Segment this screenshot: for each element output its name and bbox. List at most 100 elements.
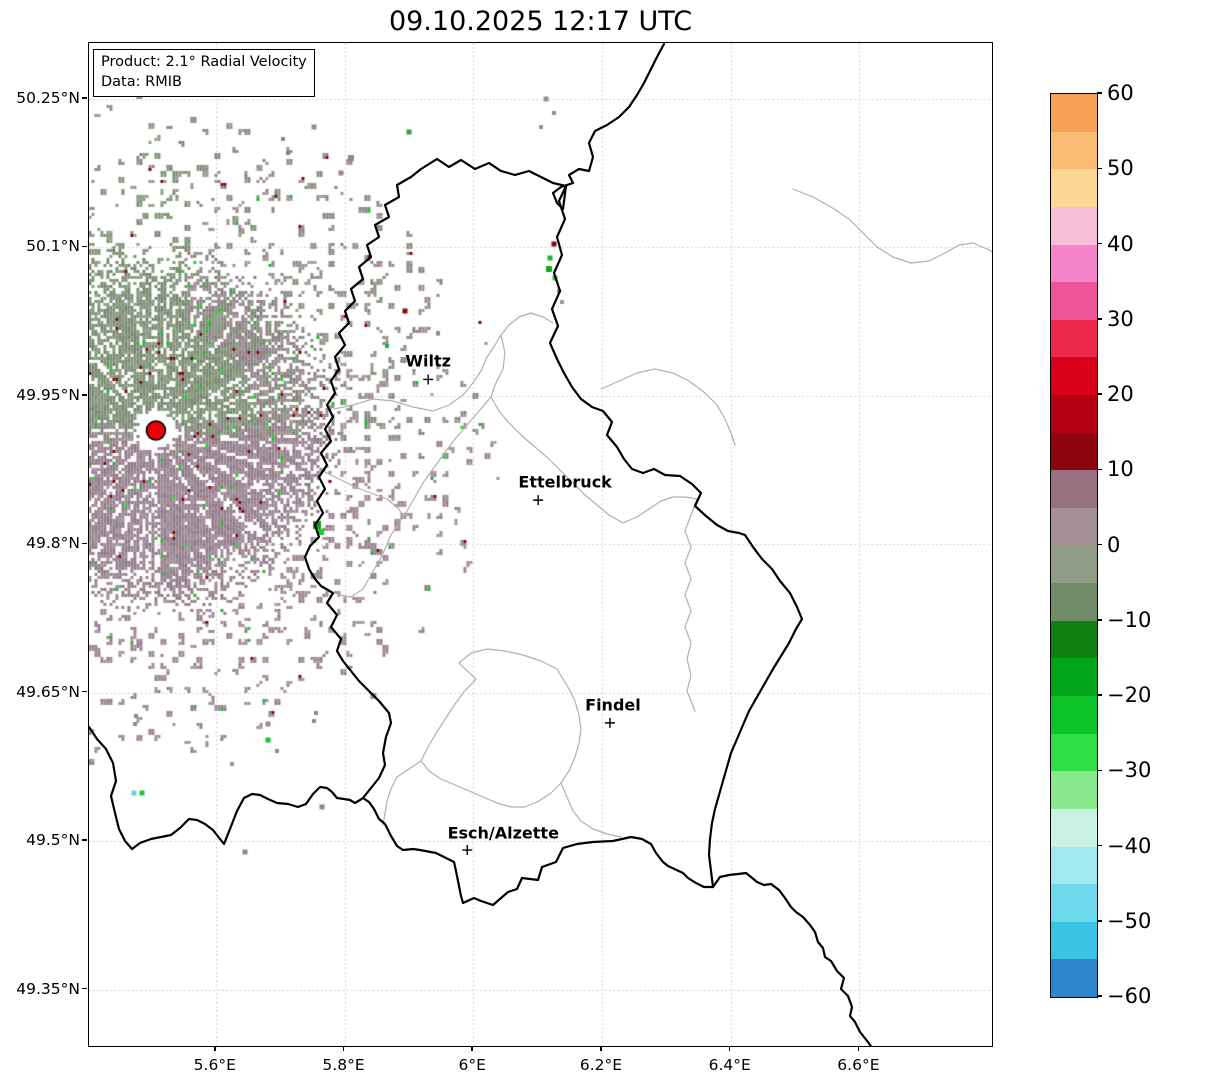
colorbar-band-16 xyxy=(1051,696,1097,734)
colorbar-band-18 xyxy=(1051,771,1097,809)
colorbar-band-1 xyxy=(1051,131,1097,170)
colorbar-tick-label-7: −10 xyxy=(1107,607,1152,632)
y-tickmark-5 xyxy=(82,839,87,841)
product-info-line2: Data: RMIB xyxy=(101,73,182,90)
y-tickmark-2 xyxy=(82,394,87,396)
france-belgium-border xyxy=(89,725,365,851)
x-tick-label-0: 5.6°E xyxy=(193,1056,236,1074)
colorbar-tick-label-2: 40 xyxy=(1107,231,1134,256)
colorbar-band-19 xyxy=(1051,808,1097,847)
district-border-1 xyxy=(490,334,698,524)
x-tickmark-0 xyxy=(214,1046,216,1051)
x-tickmark-5 xyxy=(857,1046,860,1051)
radar-echo-canvas xyxy=(89,43,992,1046)
y-tickmark-1 xyxy=(82,245,87,248)
colorbar-band-3 xyxy=(1051,206,1097,245)
colorbar-tick-label-11: −50 xyxy=(1107,908,1152,933)
y-tick-label-1: 50.1°N xyxy=(26,237,80,256)
colorbar-tick-label-12: −60 xyxy=(1107,984,1152,1008)
colorbar-band-2 xyxy=(1051,169,1097,207)
map-borders-svg xyxy=(89,43,992,1046)
y-tick-label-2: 49.95°N xyxy=(16,385,80,404)
colorbar-tickmark-9 xyxy=(1097,769,1102,771)
x-tick-label-3: 6.2°E xyxy=(579,1056,623,1074)
colorbar-tick-label-10: −40 xyxy=(1107,833,1152,858)
district-border-0 xyxy=(333,312,554,412)
france-germany-border xyxy=(711,871,872,1046)
y-tickmark-4 xyxy=(82,690,87,693)
city-marker-3 xyxy=(462,845,473,856)
colorbar-tickmark-12 xyxy=(1097,995,1102,997)
y-tick-label-0: 50.25°N xyxy=(16,88,80,107)
x-tick-label-4: 6.4°E xyxy=(708,1056,751,1074)
colorbar-band-13 xyxy=(1051,583,1097,621)
colorbar-tick-label-0: 60 xyxy=(1107,81,1134,105)
x-tick-label-5: 6.6°E xyxy=(837,1056,880,1074)
y-tick-label-3: 49.8°N xyxy=(26,534,80,553)
city-marker-0 xyxy=(423,374,434,385)
colorbar-band-15 xyxy=(1051,658,1097,696)
colorbar-tickmark-6 xyxy=(1097,543,1102,546)
colorbar-band-0 xyxy=(1051,94,1097,132)
colorbar-band-9 xyxy=(1051,432,1097,471)
district-border-6 xyxy=(684,498,698,712)
colorbar-tick-label-4: 20 xyxy=(1107,382,1134,406)
colorbar-band-8 xyxy=(1051,395,1097,433)
district-border-3 xyxy=(322,470,404,518)
colorbar-tickmark-8 xyxy=(1097,694,1102,696)
city-label-3: Esch/Alzette xyxy=(447,823,559,843)
colorbar-tickmark-3 xyxy=(1097,318,1102,320)
x-tickmark-2 xyxy=(471,1046,473,1051)
colorbar-tickmark-11 xyxy=(1097,920,1102,922)
y-tickmark-3 xyxy=(82,542,87,544)
colorbar-tick-label-1: 50 xyxy=(1107,156,1134,181)
product-info-box: Product: 2.1° Radial Velocity Data: RMIB xyxy=(93,49,315,98)
district-border-8 xyxy=(792,188,992,264)
colorbar-band-23 xyxy=(1051,959,1097,997)
colorbar-band-5 xyxy=(1051,282,1097,320)
colorbar-tickmark-5 xyxy=(1097,468,1102,470)
colorbar-tick-label-9: −30 xyxy=(1107,758,1152,783)
colorbar-band-12 xyxy=(1051,545,1097,584)
colorbar xyxy=(1050,93,1098,998)
x-tick-label-2: 6°E xyxy=(458,1056,486,1074)
y-tickmark-0 xyxy=(82,97,87,99)
city-marker-2 xyxy=(604,717,615,728)
x-tickmark-1 xyxy=(342,1046,345,1051)
district-border-9 xyxy=(600,368,736,446)
district-border-5 xyxy=(382,760,422,826)
city-label-2: Findel xyxy=(585,695,641,715)
x-tick-label-1: 5.8°E xyxy=(322,1056,365,1074)
district-border-2 xyxy=(338,396,492,598)
colorbar-band-6 xyxy=(1051,319,1097,358)
colorbar-band-11 xyxy=(1051,507,1097,546)
y-tick-label-4: 49.65°N xyxy=(16,682,80,701)
colorbar-tick-label-6: 0 xyxy=(1107,532,1121,557)
district-border-4 xyxy=(420,648,582,808)
colorbar-band-22 xyxy=(1051,921,1097,960)
city-marker-1 xyxy=(533,495,544,506)
colorbar-band-7 xyxy=(1051,357,1097,395)
colorbar-band-10 xyxy=(1051,470,1097,508)
colorbar-band-21 xyxy=(1051,884,1097,922)
luxembourg-border xyxy=(303,157,804,907)
y-tick-label-6: 49.35°N xyxy=(16,979,80,998)
colorbar-tick-label-8: −20 xyxy=(1107,683,1152,707)
colorbar-tick-label-3: 30 xyxy=(1107,306,1134,331)
x-tickmark-4 xyxy=(728,1046,731,1051)
product-info-line1: Product: 2.1° Radial Velocity xyxy=(101,54,307,70)
colorbar-band-14 xyxy=(1051,620,1097,659)
district-border-7 xyxy=(560,782,622,838)
colorbar-tickmark-7 xyxy=(1097,619,1102,621)
colorbar-tickmark-10 xyxy=(1097,844,1102,847)
city-label-0: Wiltz xyxy=(405,351,451,371)
colorbar-tickmark-1 xyxy=(1097,167,1102,169)
city-label-1: Ettelbruck xyxy=(518,472,612,492)
plot-title: 09.10.2025 12:17 UTC xyxy=(388,6,693,37)
colorbar-band-4 xyxy=(1051,244,1097,283)
x-tickmark-3 xyxy=(600,1046,602,1051)
colorbar-tickmark-0 xyxy=(1097,92,1102,94)
colorbar-band-20 xyxy=(1051,846,1097,885)
colorbar-tickmark-2 xyxy=(1097,242,1102,245)
